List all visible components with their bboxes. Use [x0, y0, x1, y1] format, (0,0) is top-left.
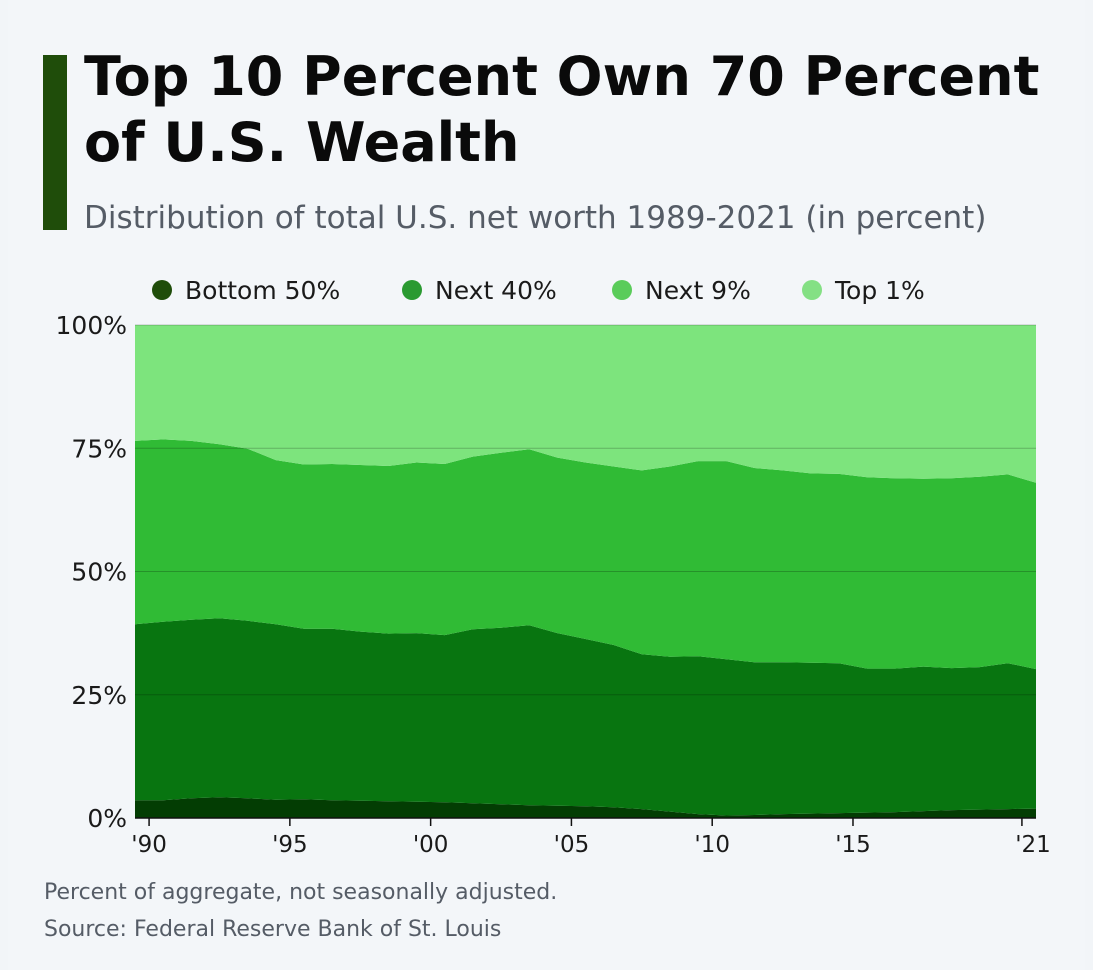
legend-dot-bottom-50	[152, 280, 172, 300]
x-tick-label: '15	[835, 832, 871, 858]
x-tick-label: '90	[131, 832, 167, 858]
legend-dot-next-40	[402, 280, 422, 300]
legend-label-next-40: Next 40%	[435, 275, 557, 305]
x-tick-label: '00	[413, 832, 449, 858]
page-title: Top 10 Percent Own 70 Percent of U.S. We…	[84, 45, 1040, 174]
legend-dot-next-9	[612, 280, 632, 300]
x-tick-label: '10	[694, 832, 730, 858]
y-tick-label: 75%	[71, 434, 127, 463]
footer-source: Source: Federal Reserve Bank of St. Loui…	[44, 917, 502, 942]
legend-item-top-1: Top 1%	[802, 270, 925, 310]
footer-note: Percent of aggregate, not seasonally adj…	[44, 880, 558, 905]
legend: Bottom 50% Next 40% Next 9% Top 1%	[0, 270, 1093, 310]
legend-label-next-9: Next 9%	[645, 275, 751, 305]
y-tick-label: 25%	[71, 681, 127, 710]
legend-item-next-40: Next 40%	[402, 270, 557, 310]
footer: Percent of aggregate, not seasonally adj…	[44, 874, 557, 948]
y-tick-label: 100%	[56, 311, 127, 340]
chart-subtitle: Distribution of total U.S. net worth 198…	[84, 200, 987, 236]
y-tick-label: 0%	[87, 804, 127, 833]
legend-item-bottom-50: Bottom 50%	[152, 270, 340, 310]
area-series-next-40	[135, 618, 1036, 816]
stacked-area-chart: 0% 25% 50% 75% 100% '90 '95 '00 '05 '10 '15 '21	[56, 311, 1051, 858]
area-series-bottom-50	[135, 797, 1036, 818]
x-tick-label: '21	[1015, 832, 1051, 858]
x-tick-label: '95	[272, 832, 308, 858]
legend-label-bottom-50: Bottom 50%	[185, 275, 341, 305]
legend-label-top-1: Top 1%	[835, 275, 925, 305]
legend-dot-top-1	[802, 280, 822, 300]
area-series-top-1	[135, 325, 1036, 483]
title-accent-bar	[43, 55, 67, 230]
y-tick-label: 50%	[71, 558, 127, 587]
legend-item-next-9: Next 9%	[612, 270, 751, 310]
x-tick-label: '05	[554, 832, 590, 858]
area-series-next-9	[135, 439, 1036, 670]
